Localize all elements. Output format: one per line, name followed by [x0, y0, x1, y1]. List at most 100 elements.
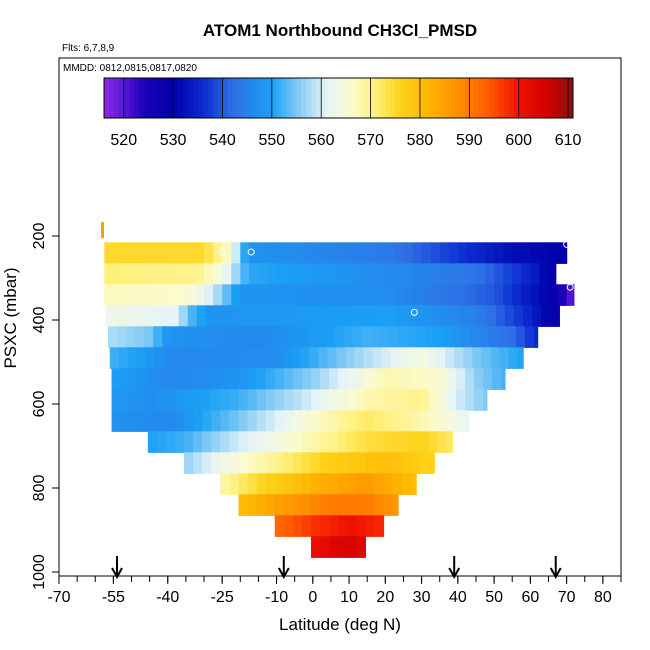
colorbar-tick-label: 610 — [555, 132, 582, 149]
heatmap-cell — [162, 326, 172, 348]
heatmap-cell — [229, 389, 240, 411]
heatmap-cell — [374, 515, 385, 537]
heatmap-cell — [340, 284, 350, 306]
colorbar-cell — [528, 78, 534, 118]
heatmap-cell — [274, 494, 285, 516]
colorbar-cell — [237, 78, 243, 118]
colorbar-cell — [400, 78, 406, 118]
y-axis-label: PSXC (mbar) — [1, 267, 20, 368]
heatmap-cell — [456, 410, 466, 432]
heatmap-cell — [392, 410, 403, 432]
heatmap-cell — [419, 431, 430, 453]
heatmap-cell — [301, 452, 312, 474]
heatmap-cell — [512, 263, 522, 285]
colorbar-cell — [168, 78, 174, 118]
heatmap-cell — [202, 410, 212, 432]
colorbar-cell — [222, 78, 228, 118]
heatmap-cell — [158, 242, 169, 264]
colorbar-cell — [494, 78, 500, 118]
heatmap-cell — [437, 410, 448, 432]
colorbar-cell — [306, 78, 312, 118]
heatmap-cell — [401, 410, 412, 432]
heatmap-cell — [530, 242, 541, 264]
heatmap-cell — [256, 473, 267, 495]
heatmap-cell — [129, 368, 140, 390]
heatmap-cell — [372, 347, 383, 369]
heatmap-cell — [320, 536, 330, 558]
heatmap-cell — [301, 473, 312, 495]
heatmap-cell — [104, 284, 114, 306]
heatmap-cell — [365, 431, 376, 453]
heatmap-cell — [267, 242, 278, 264]
heatmap-cell — [222, 284, 232, 306]
heatmap-cell — [454, 347, 464, 369]
heatmap-cell — [191, 347, 201, 369]
heatmap-cell — [194, 284, 205, 306]
heatmap-cell — [131, 284, 142, 306]
heatmap-cell — [272, 347, 283, 369]
heatmap-cell — [533, 326, 539, 348]
colorbar-cell — [370, 78, 376, 118]
colorbar-cell — [252, 78, 258, 118]
heatmap-cell — [566, 284, 575, 306]
heatmap-cell — [300, 347, 310, 369]
x-tick-label: 70 — [558, 589, 576, 606]
heatmap-cell — [408, 347, 419, 369]
heatmap-cell — [258, 263, 269, 285]
x-axis-label: Latitude (deg N) — [279, 615, 401, 634]
heatmap-cell — [320, 410, 330, 432]
heatmap-cell — [118, 347, 129, 369]
heatmap-cell — [111, 368, 122, 390]
colorbar-cell — [143, 78, 149, 118]
x-tick-label: 60 — [521, 589, 539, 606]
heatmap-cell — [486, 305, 497, 327]
heatmap-cell — [243, 326, 254, 348]
colorbar-cell — [538, 78, 544, 118]
heatmap-cell — [204, 284, 214, 306]
heatmap-cell — [340, 263, 350, 285]
heatmap-cell — [281, 347, 292, 369]
heatmap-cell — [387, 305, 397, 327]
heatmap-cell — [394, 263, 405, 285]
heatmap-cell — [347, 452, 357, 474]
sample-marker — [563, 240, 571, 248]
heatmap-cell — [338, 389, 348, 411]
heatmap-cell — [165, 368, 176, 390]
heatmap-cell — [410, 452, 421, 474]
heatmap-cell — [113, 263, 124, 285]
x-tick-label: 80 — [594, 589, 612, 606]
heatmap-cell — [182, 347, 192, 369]
heatmap-cell — [557, 284, 568, 306]
colorbar-cell — [163, 78, 169, 118]
colorbar-tick-label: 560 — [308, 132, 335, 149]
heatmap-cell — [359, 305, 370, 327]
heatmap-cell — [194, 242, 205, 264]
heatmap-cell — [187, 305, 198, 327]
heatmap-cell — [465, 389, 475, 411]
heatmap-cell — [330, 263, 341, 285]
heatmap-cell — [227, 347, 238, 369]
heatmap-cell — [374, 473, 385, 495]
heatmap-cell — [213, 284, 223, 306]
heatmap-cell — [120, 389, 131, 411]
heatmap-cell — [165, 410, 176, 432]
heatmap-cell — [466, 284, 477, 306]
heatmap-cell — [394, 284, 405, 306]
heatmap-cell — [434, 326, 444, 348]
heatmap-cell — [220, 473, 231, 495]
heatmap-cell — [292, 431, 303, 453]
y-tick-label: 1000 — [31, 554, 48, 590]
x-tick-label: -70 — [47, 589, 70, 606]
heatmap-cell — [356, 536, 366, 558]
heatmap-cell — [303, 263, 314, 285]
heatmap-cell — [340, 242, 350, 264]
heatmap-cell — [430, 242, 441, 264]
heatmap-cell — [185, 242, 196, 264]
heatmap-cell — [247, 431, 258, 453]
heatmap-cell — [155, 347, 165, 369]
heatmap-cell — [133, 305, 143, 327]
heatmap-cell — [310, 473, 321, 495]
heatmap-cell — [385, 242, 395, 264]
heatmap-cell — [410, 389, 421, 411]
